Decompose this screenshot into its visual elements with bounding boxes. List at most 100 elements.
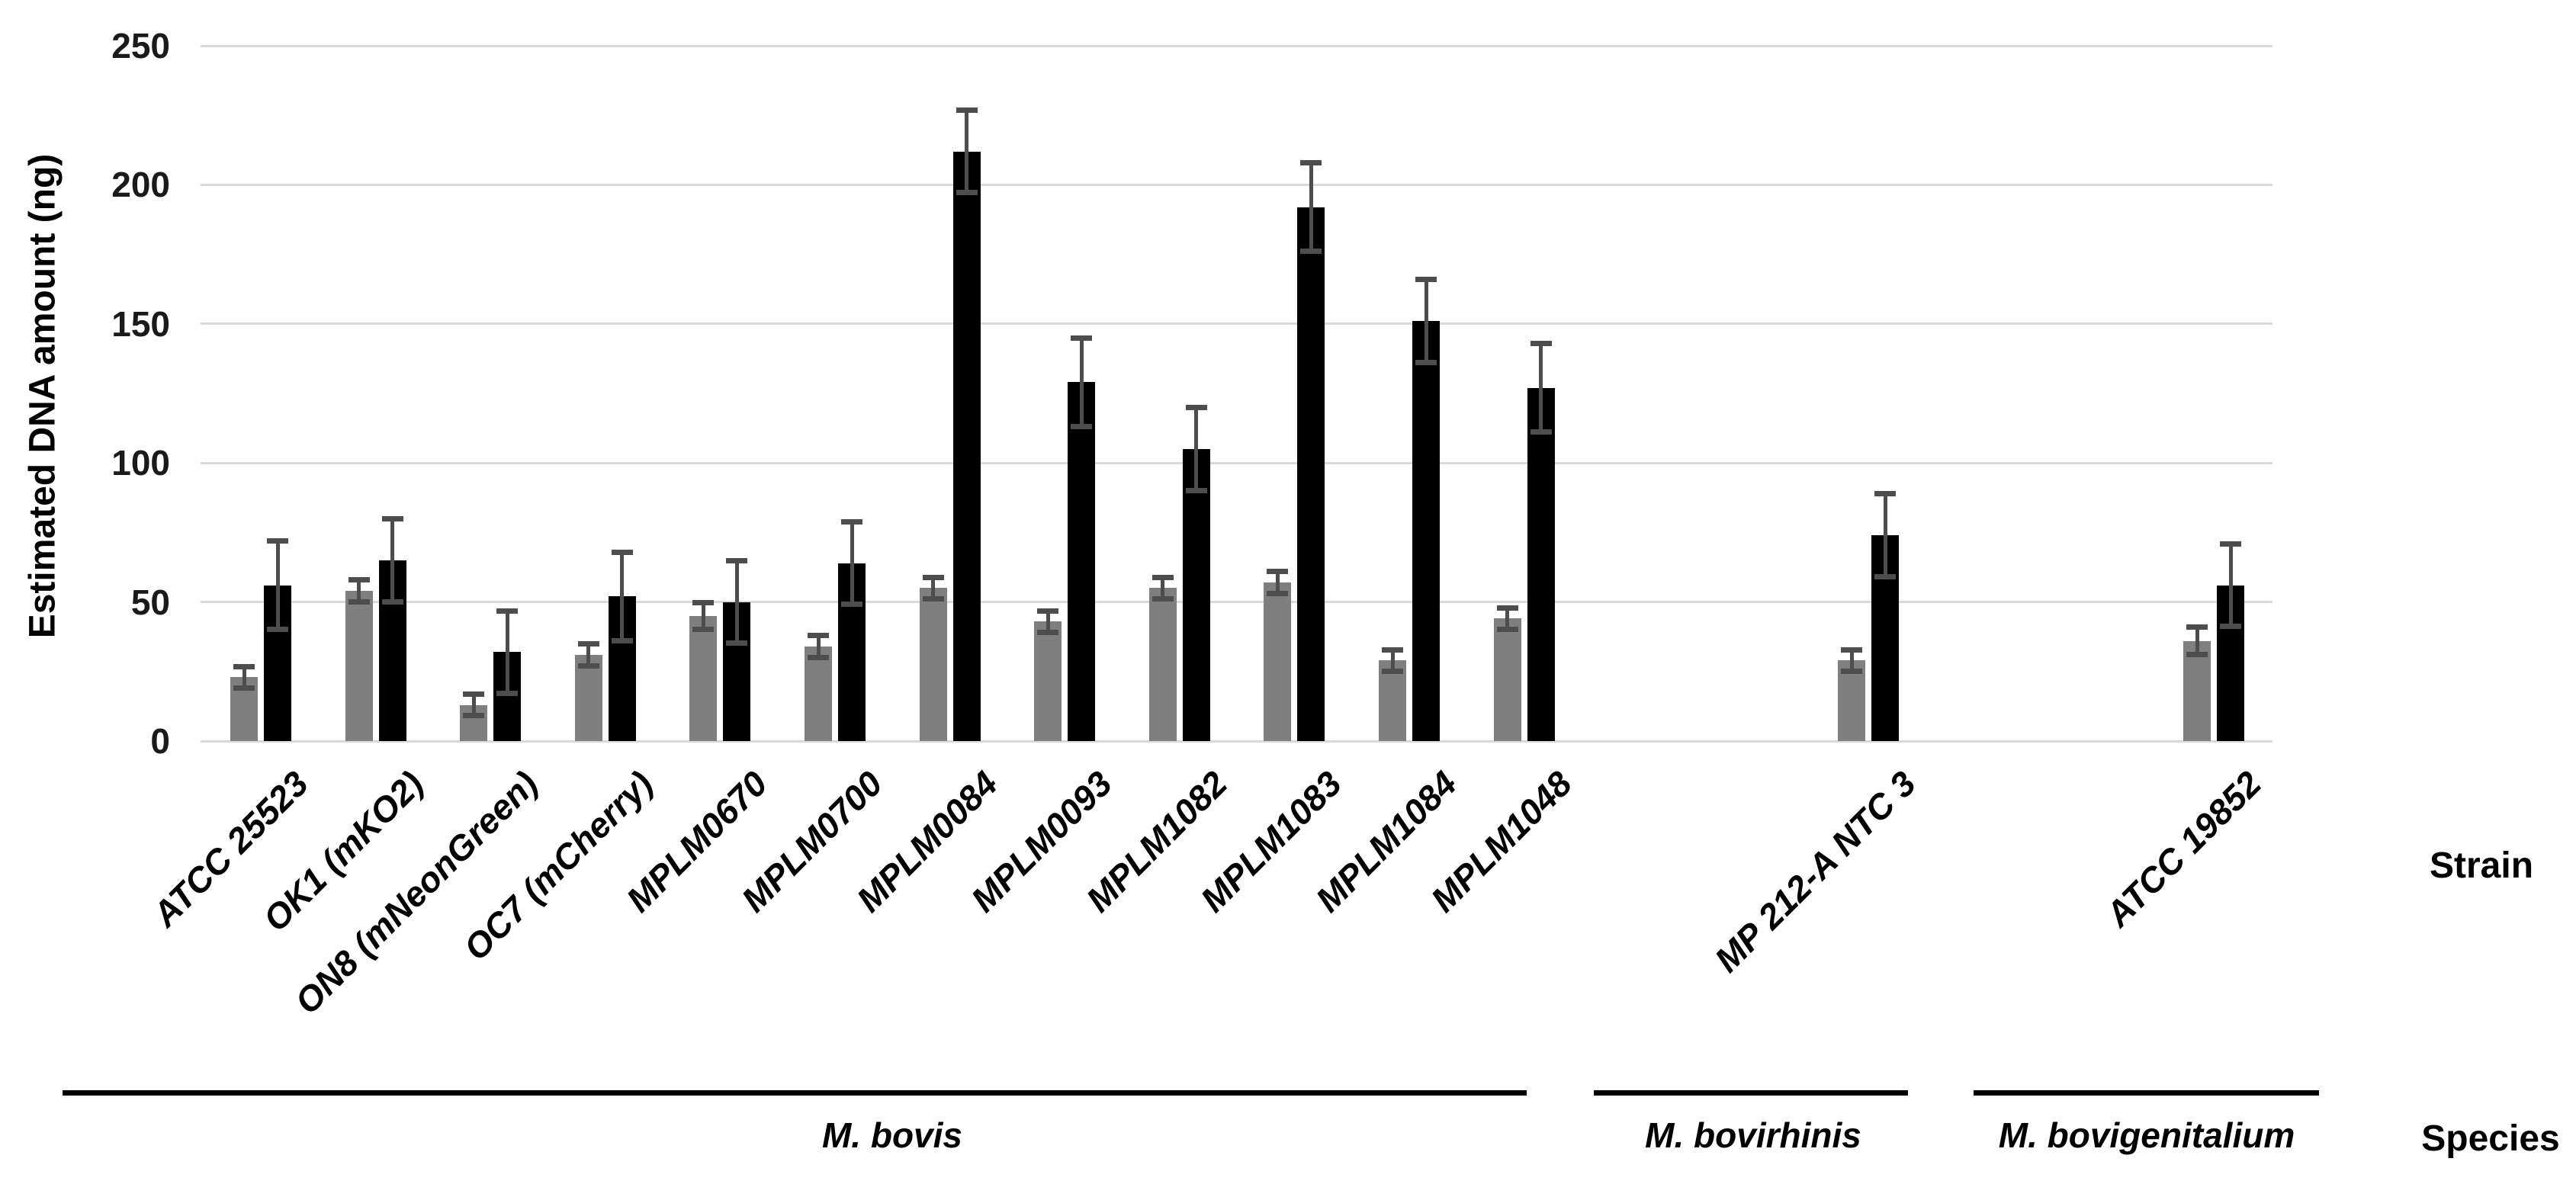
error-bar-whisker: [1505, 607, 1510, 631]
gridline: [201, 740, 2272, 743]
error-bar-cap-top: [2186, 624, 2208, 631]
gridline: [201, 322, 2272, 326]
error-bar-whisker: [734, 560, 739, 644]
bar-gray: [805, 646, 832, 741]
error-bar-cap-bottom: [381, 598, 403, 605]
error-bar-cap-top: [808, 633, 829, 639]
y-tick-label: 200: [111, 165, 170, 205]
error-bar-cap-top: [1071, 335, 1093, 342]
error-bar-whisker: [2228, 543, 2233, 627]
error-bar-whisker: [1390, 649, 1395, 672]
error-bar-whisker: [1883, 493, 1887, 577]
error-bar-whisker: [620, 551, 625, 641]
error-bar-cap-bottom: [808, 654, 829, 660]
error-bar-cap-bottom: [1415, 359, 1437, 365]
error-bar-cap-top: [381, 516, 403, 522]
error-bar-cap-top: [611, 549, 633, 555]
error-bar-whisker: [471, 693, 476, 717]
error-bar-whisker: [275, 541, 280, 631]
error-bar-cap-top: [922, 574, 944, 580]
bar-black: [1297, 207, 1325, 741]
error-bar-cap-top: [1382, 647, 1403, 653]
error-bar-cap-bottom: [956, 190, 978, 196]
error-bar-whisker: [242, 666, 246, 688]
species-bracket-line: [1974, 1090, 2319, 1096]
bar-gray: [1379, 660, 1406, 741]
error-bar-whisker: [1045, 610, 1050, 633]
error-bar-cap-top: [1415, 277, 1437, 283]
x-axis-label: ATCC 19852: [2097, 763, 2269, 935]
bar-gray: [1493, 618, 1521, 741]
error-bar-whisker: [1079, 338, 1084, 427]
error-bar-cap-top: [267, 538, 288, 544]
error-bar-cap-top: [692, 599, 715, 605]
error-bar-cap-top: [1151, 574, 1174, 580]
error-bar-cap-bottom: [1530, 429, 1552, 435]
error-bar-cap-top: [233, 663, 255, 669]
error-bar-cap-bottom: [692, 627, 715, 633]
error-bar-cap-bottom: [726, 640, 748, 647]
error-bar-cap-bottom: [233, 685, 255, 691]
error-bar-cap-bottom: [922, 595, 944, 602]
error-bar-cap-top: [726, 557, 748, 563]
error-bar-whisker: [1424, 279, 1428, 363]
error-bar-whisker: [390, 518, 395, 602]
error-bar-cap-top: [1037, 608, 1059, 614]
error-bar-cap-bottom: [1151, 595, 1174, 602]
bar-gray: [2183, 640, 2211, 741]
bar-gray: [1838, 660, 1865, 741]
y-tick-label: 50: [130, 582, 170, 622]
species-bracket-line: [1594, 1090, 1908, 1096]
bar-black: [1068, 382, 1096, 741]
error-bar-whisker: [1849, 649, 1854, 672]
error-bar-whisker: [1194, 407, 1199, 491]
error-bar-whisker: [505, 610, 509, 694]
error-bar-whisker: [850, 521, 854, 605]
error-bar-whisker: [1539, 343, 1543, 433]
error-bar-cap-bottom: [1267, 590, 1289, 596]
gridline: [201, 461, 2272, 464]
error-bar-cap-top: [1841, 647, 1862, 653]
bar-black: [1412, 321, 1440, 741]
gridline: [201, 601, 2272, 604]
bar-gray: [689, 615, 718, 741]
error-bar-cap-bottom: [1496, 627, 1518, 633]
error-bar-cap-bottom: [1874, 573, 1896, 579]
error-bar-whisker: [931, 576, 936, 599]
y-tick-label: 100: [111, 443, 170, 483]
error-bar-whisker: [1161, 576, 1165, 599]
bar-gray: [1034, 621, 1062, 741]
bar-gray: [574, 654, 602, 741]
bar-gray: [1264, 582, 1292, 741]
error-bar-whisker: [965, 109, 969, 194]
error-bar-cap-bottom: [1037, 629, 1059, 635]
error-bar-cap-top: [348, 577, 370, 583]
bar-gray: [345, 591, 373, 741]
error-bar-cap-top: [577, 641, 599, 647]
error-bar-cap-top: [463, 691, 485, 697]
error-bar-cap-top: [956, 107, 978, 113]
x-axis-label: MP 212-A NTC 3: [1707, 763, 1924, 980]
error-bar-cap-bottom: [496, 690, 519, 696]
error-bar-cap-top: [2220, 541, 2241, 547]
bar-gray: [1148, 588, 1177, 741]
error-bar-cap-bottom: [2220, 624, 2241, 630]
gridline: [201, 44, 2272, 47]
bar-black: [1182, 448, 1210, 741]
bar-black: [952, 151, 981, 741]
error-bar-cap-top: [1874, 491, 1896, 497]
error-bar-cap-top: [1267, 569, 1289, 575]
error-bar-cap-bottom: [348, 598, 370, 605]
error-bar-cap-bottom: [2186, 651, 2208, 657]
error-bar-cap-top: [496, 608, 519, 614]
error-bar-whisker: [816, 635, 821, 658]
gridline: [201, 183, 2272, 186]
error-bar-cap-bottom: [463, 713, 485, 719]
y-tick-label: 0: [150, 721, 170, 761]
error-bar-cap-bottom: [841, 602, 862, 608]
y-tick-label: 250: [111, 26, 170, 66]
error-bar-cap-bottom: [1841, 668, 1862, 674]
error-bar-cap-top: [1185, 405, 1207, 411]
strain-axis-annotation: Strain: [2429, 845, 2534, 886]
